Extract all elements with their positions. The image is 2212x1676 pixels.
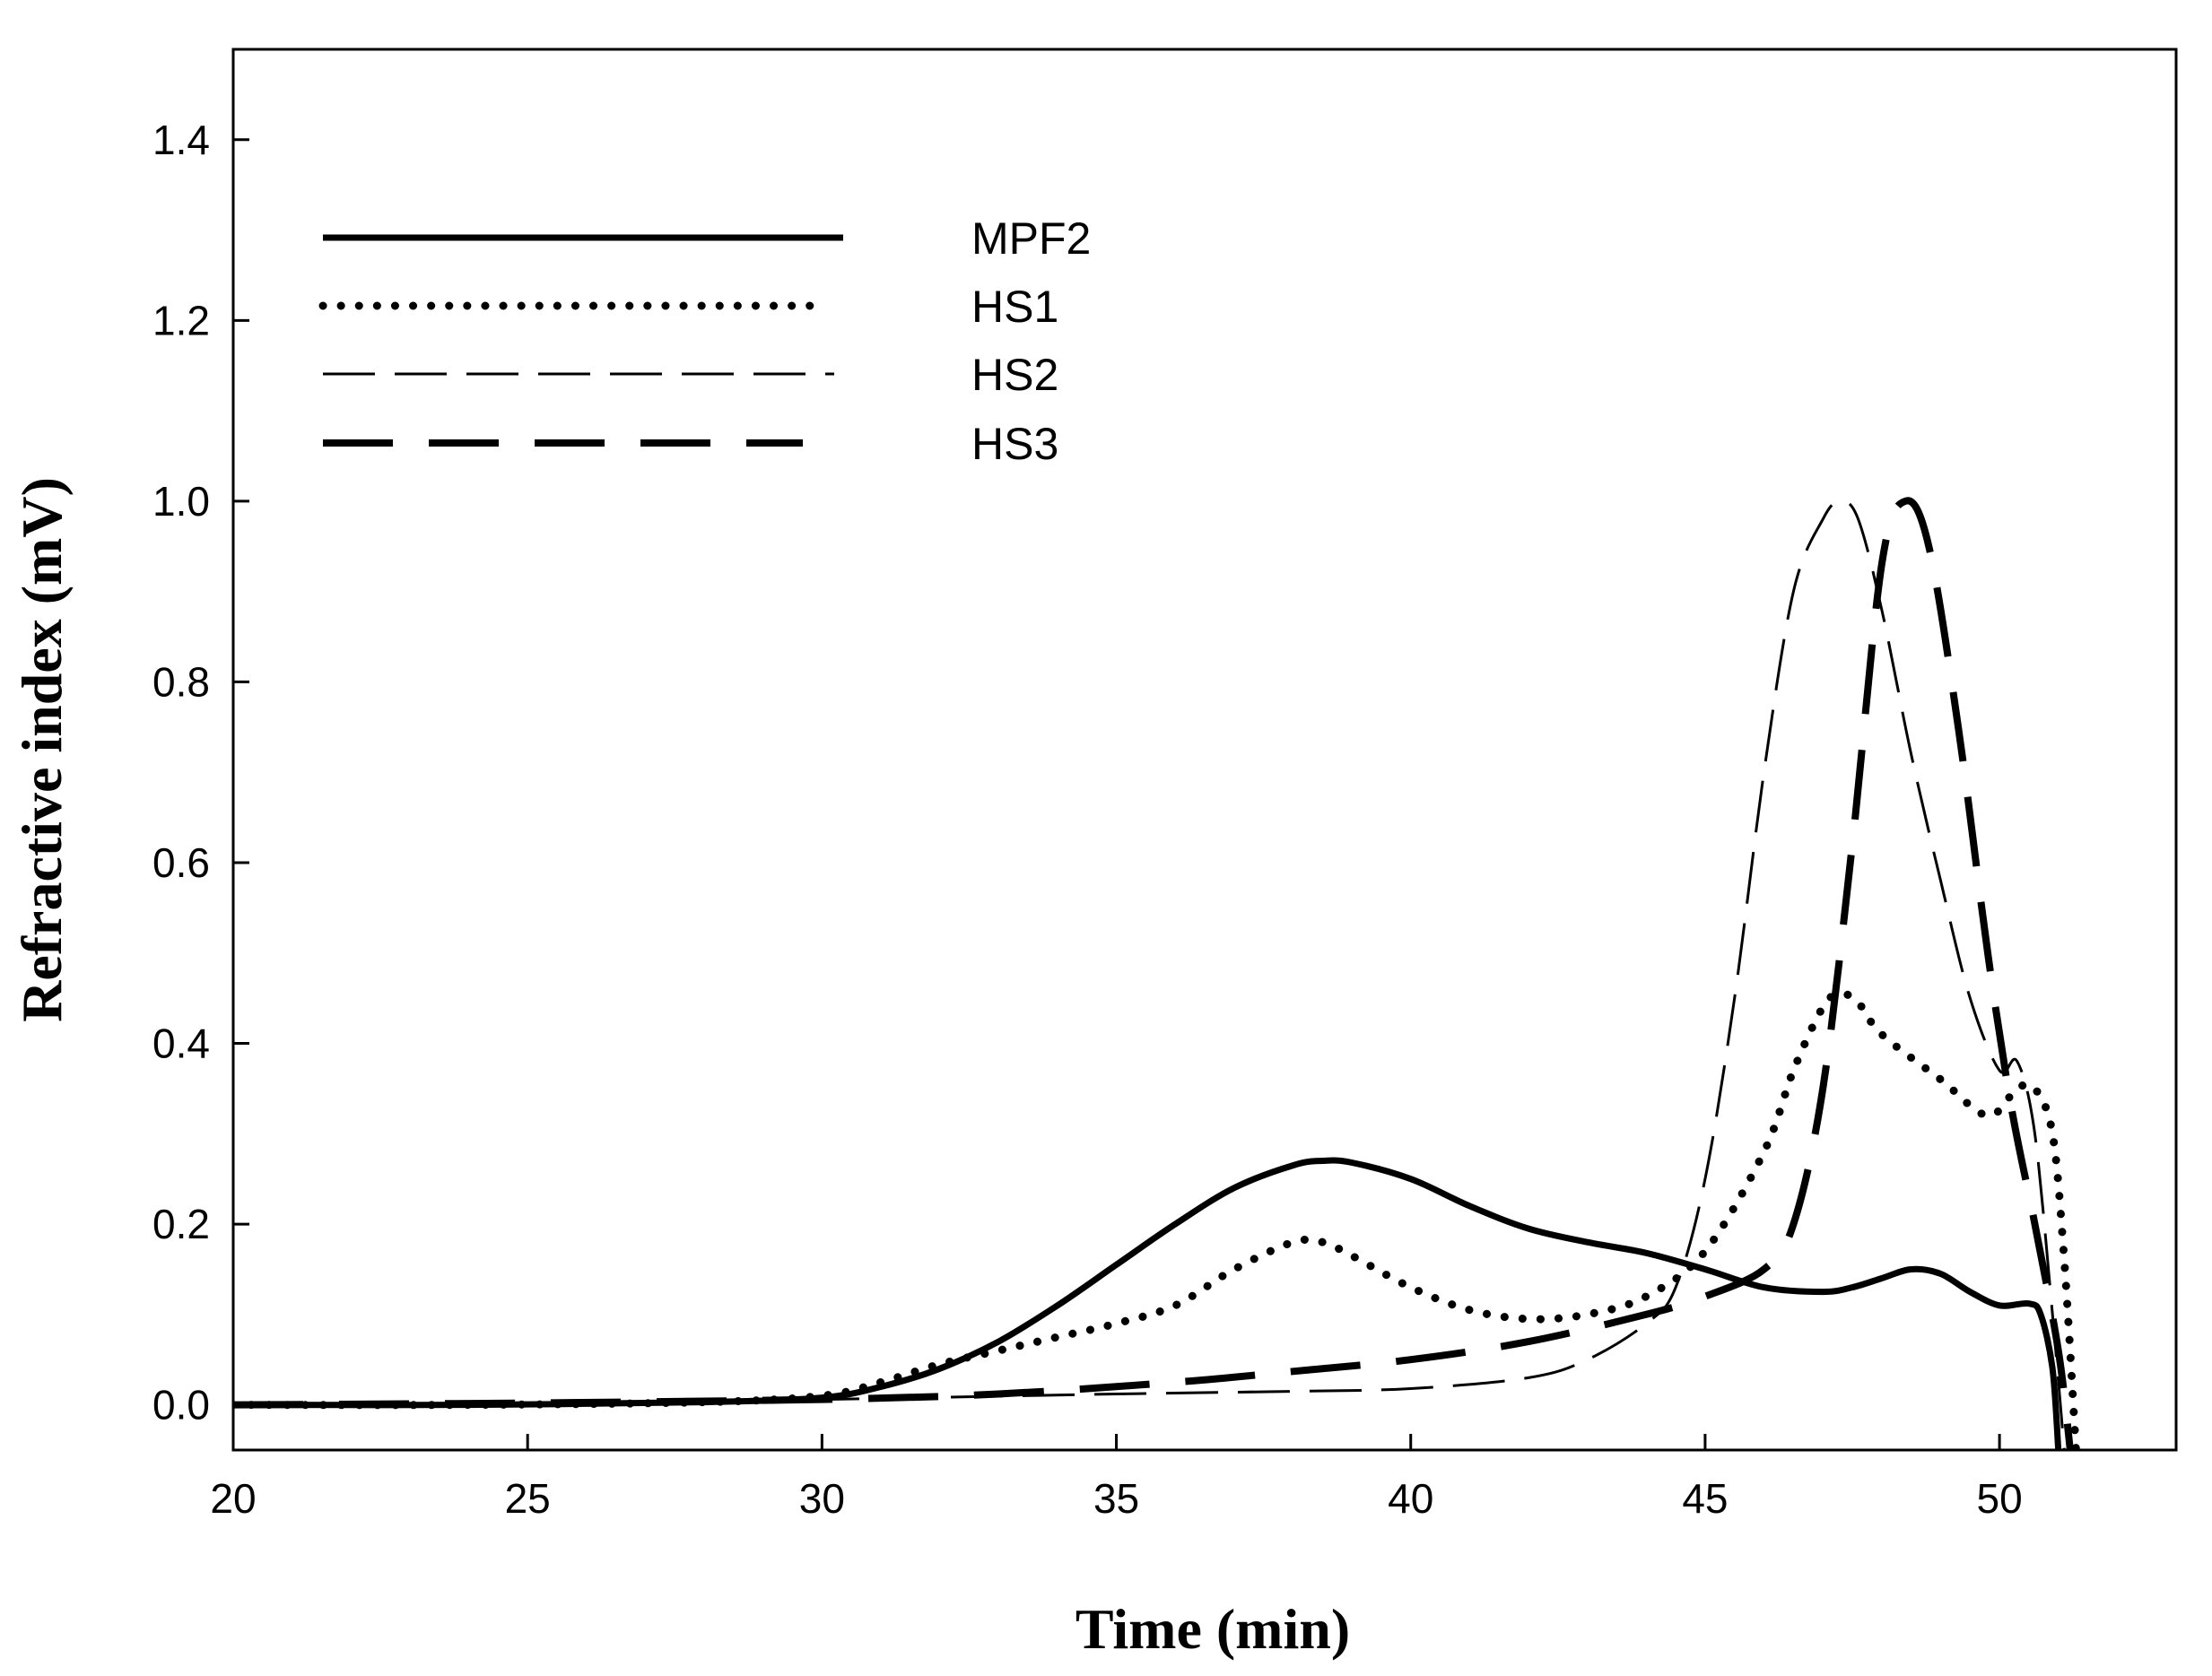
y-axis-title: Refractive index (mV) bbox=[10, 477, 74, 1022]
y-tick-label: 0.8 bbox=[152, 658, 210, 705]
x-tick-label: 45 bbox=[1682, 1475, 1728, 1522]
x-tick-label: 50 bbox=[1977, 1475, 2023, 1522]
legend-label-hs2: HS2 bbox=[971, 350, 1058, 400]
x-tick-label: 40 bbox=[1388, 1475, 1433, 1522]
x-axis: 20 25 30 35 40 45 50 bbox=[210, 1434, 2023, 1522]
legend-label-hs3: HS3 bbox=[971, 419, 1058, 469]
x-tick-label: 25 bbox=[505, 1475, 551, 1522]
y-tick-label: 0.2 bbox=[152, 1201, 210, 1247]
x-tick-label: 35 bbox=[1093, 1475, 1139, 1522]
x-tick-label: 20 bbox=[210, 1475, 256, 1522]
y-tick-label: 1.2 bbox=[152, 297, 210, 343]
legend-label-hs1: HS1 bbox=[971, 282, 1058, 332]
y-tick-label: 0.6 bbox=[152, 839, 210, 886]
plot-frame bbox=[231, 48, 2178, 1452]
series-layer bbox=[233, 497, 2080, 1450]
y-tick-label: 1.4 bbox=[152, 117, 210, 163]
series-line-hs1 bbox=[233, 989, 2080, 1450]
x-axis-title: Time (min) bbox=[1076, 1597, 1350, 1661]
y-axis: 0.0 0.2 0.4 0.6 0.8 1.0 1.2 1.4 bbox=[152, 117, 249, 1429]
legend: MPF2 HS1 HS2 HS3 bbox=[318, 213, 1091, 469]
legend-label-mpf2: MPF2 bbox=[971, 213, 1091, 264]
y-tick-label: 0.0 bbox=[152, 1382, 210, 1429]
y-tick-label: 1.0 bbox=[152, 478, 210, 525]
series-line-hs2 bbox=[233, 499, 2066, 1450]
x-tick-label: 30 bbox=[799, 1475, 845, 1522]
series-line-hs3 bbox=[233, 497, 2074, 1450]
series-line-mpf2 bbox=[233, 1157, 2062, 1450]
y-tick-label: 0.4 bbox=[152, 1020, 210, 1067]
